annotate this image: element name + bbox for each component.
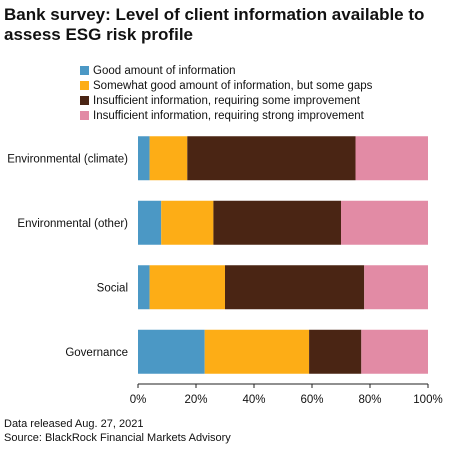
legend-label-somewhat-good: Somewhat good amount of information, but…: [93, 79, 373, 92]
legend-item-somewhat-good: Somewhat good amount of information, but…: [80, 78, 372, 93]
legend: Good amount of information Somewhat good…: [80, 63, 372, 123]
y-tick-label-social: Social: [97, 282, 128, 294]
legend-label-strong-improvement: Insufficient information, requiring stro…: [93, 109, 364, 122]
legend-swatch-strong-improvement: [80, 111, 89, 120]
bar-segment-social-s3: [364, 265, 428, 310]
legend-swatch-good: [80, 66, 89, 75]
y-tick-label-environmental-other: Environmental (other): [17, 218, 128, 230]
x-tick-label-80: 80%: [358, 394, 381, 406]
legend-label-some-improvement: Insufficient information, requiring some…: [93, 94, 360, 107]
bar-segment-environmental-other-s2: [213, 200, 341, 245]
x-tick-label-60: 60%: [300, 394, 323, 406]
x-tick-label-40: 40%: [242, 394, 265, 406]
y-tick-label-governance: Governance: [65, 347, 128, 359]
legend-swatch-somewhat-good: [80, 81, 89, 90]
chart-title: Bank survey: Level of client information…: [4, 5, 425, 44]
bar-segment-governance-s2: [309, 329, 362, 374]
bar-segment-environmental-climate-s1: [149, 136, 188, 181]
bar-segment-environmental-climate-s3: [355, 136, 428, 181]
bar-segment-social-s2: [225, 265, 365, 310]
bar-segment-governance-s1: [204, 329, 310, 374]
bar-segment-environmental-other-s3: [341, 200, 428, 245]
release-date-note: Data released Aug. 27, 2021: [4, 418, 144, 430]
bar-segment-governance-s0: [138, 329, 205, 374]
legend-item-strong-improvement: Insufficient information, requiring stro…: [80, 108, 372, 123]
legend-item-some-improvement: Insufficient information, requiring some…: [80, 93, 372, 108]
x-tick-label-20: 20%: [184, 394, 207, 406]
bar-segment-social-s0: [138, 265, 150, 310]
bar-segment-governance-s3: [361, 329, 428, 374]
bar-segment-environmental-other-s0: [138, 200, 162, 245]
source-note: Source: BlackRock Financial Markets Advi…: [4, 432, 231, 444]
x-tick-label-0: 0%: [130, 394, 147, 406]
bar-segment-environmental-climate-s0: [138, 136, 150, 181]
legend-item-good: Good amount of information: [80, 63, 372, 78]
legend-label-good: Good amount of information: [93, 64, 236, 77]
legend-swatch-some-improvement: [80, 96, 89, 105]
bar-segment-environmental-other-s1: [161, 200, 214, 245]
x-tick-label-100: 100%: [413, 394, 442, 406]
y-tick-label-environmental-climate: Environmental (climate): [7, 153, 128, 165]
bar-segment-social-s1: [149, 265, 225, 310]
bar-segment-environmental-climate-s2: [187, 136, 356, 181]
